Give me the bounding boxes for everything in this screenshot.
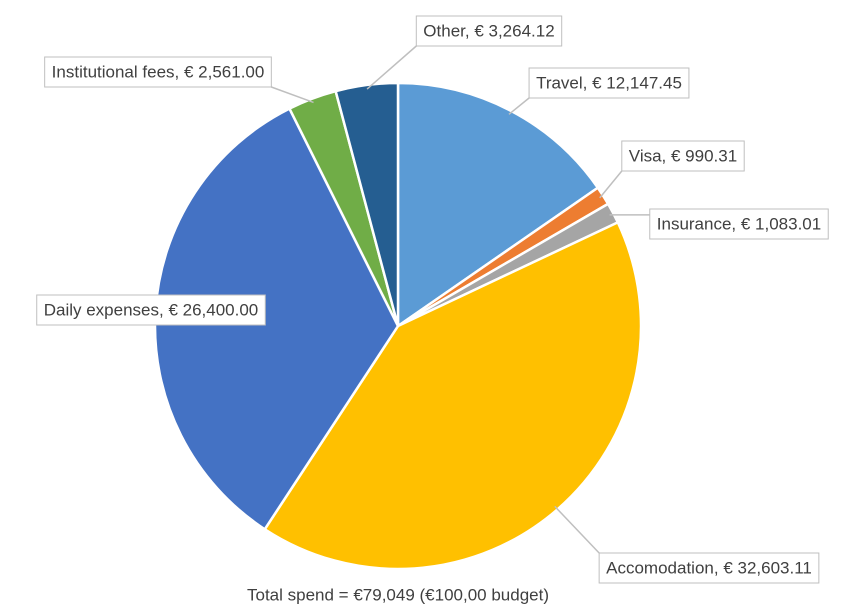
pie-slice: [334, 81, 400, 327]
data-label-text: Travel, € 12,147.45: [536, 73, 682, 92]
label-box: [528, 67, 690, 99]
data-label-text: Accomodation, € 32,603.11: [606, 558, 812, 577]
label-box: [621, 140, 745, 172]
data-label: Accomodation, € 32,603.11: [598, 552, 820, 584]
pie-slice: [396, 81, 600, 329]
leader-line: [366, 45, 417, 90]
data-label-text: Visa, € 990.31: [629, 146, 737, 165]
data-label-text: Daily expenses, € 26,400.00: [44, 300, 259, 319]
label-box: [649, 208, 829, 240]
chart-caption: Total spend = €79,049 (€100,00 budget): [247, 585, 549, 604]
data-label: Visa, € 990.31: [621, 140, 745, 172]
data-label: Other, € 3,264.12: [415, 15, 563, 47]
label-box: [36, 294, 266, 326]
label-box: [44, 56, 272, 88]
leader-line: [508, 97, 530, 115]
data-label: Daily expenses, € 26,400.00: [36, 294, 266, 326]
label-box: [415, 15, 563, 47]
label-box: [598, 552, 820, 584]
leader-line: [554, 505, 600, 554]
slices: [153, 81, 643, 571]
data-label-text: Institutional fees, € 2,561.00: [52, 62, 265, 81]
data-label: Insurance, € 1,083.01: [649, 208, 829, 240]
leader-line: [271, 86, 314, 104]
data-label: Travel, € 12,147.45: [528, 67, 690, 99]
data-label: Institutional fees, € 2,561.00: [44, 56, 272, 88]
data-label-text: Insurance, € 1,083.01: [657, 214, 821, 233]
leader-line: [599, 170, 623, 199]
data-label-text: Other, € 3,264.12: [423, 21, 554, 40]
